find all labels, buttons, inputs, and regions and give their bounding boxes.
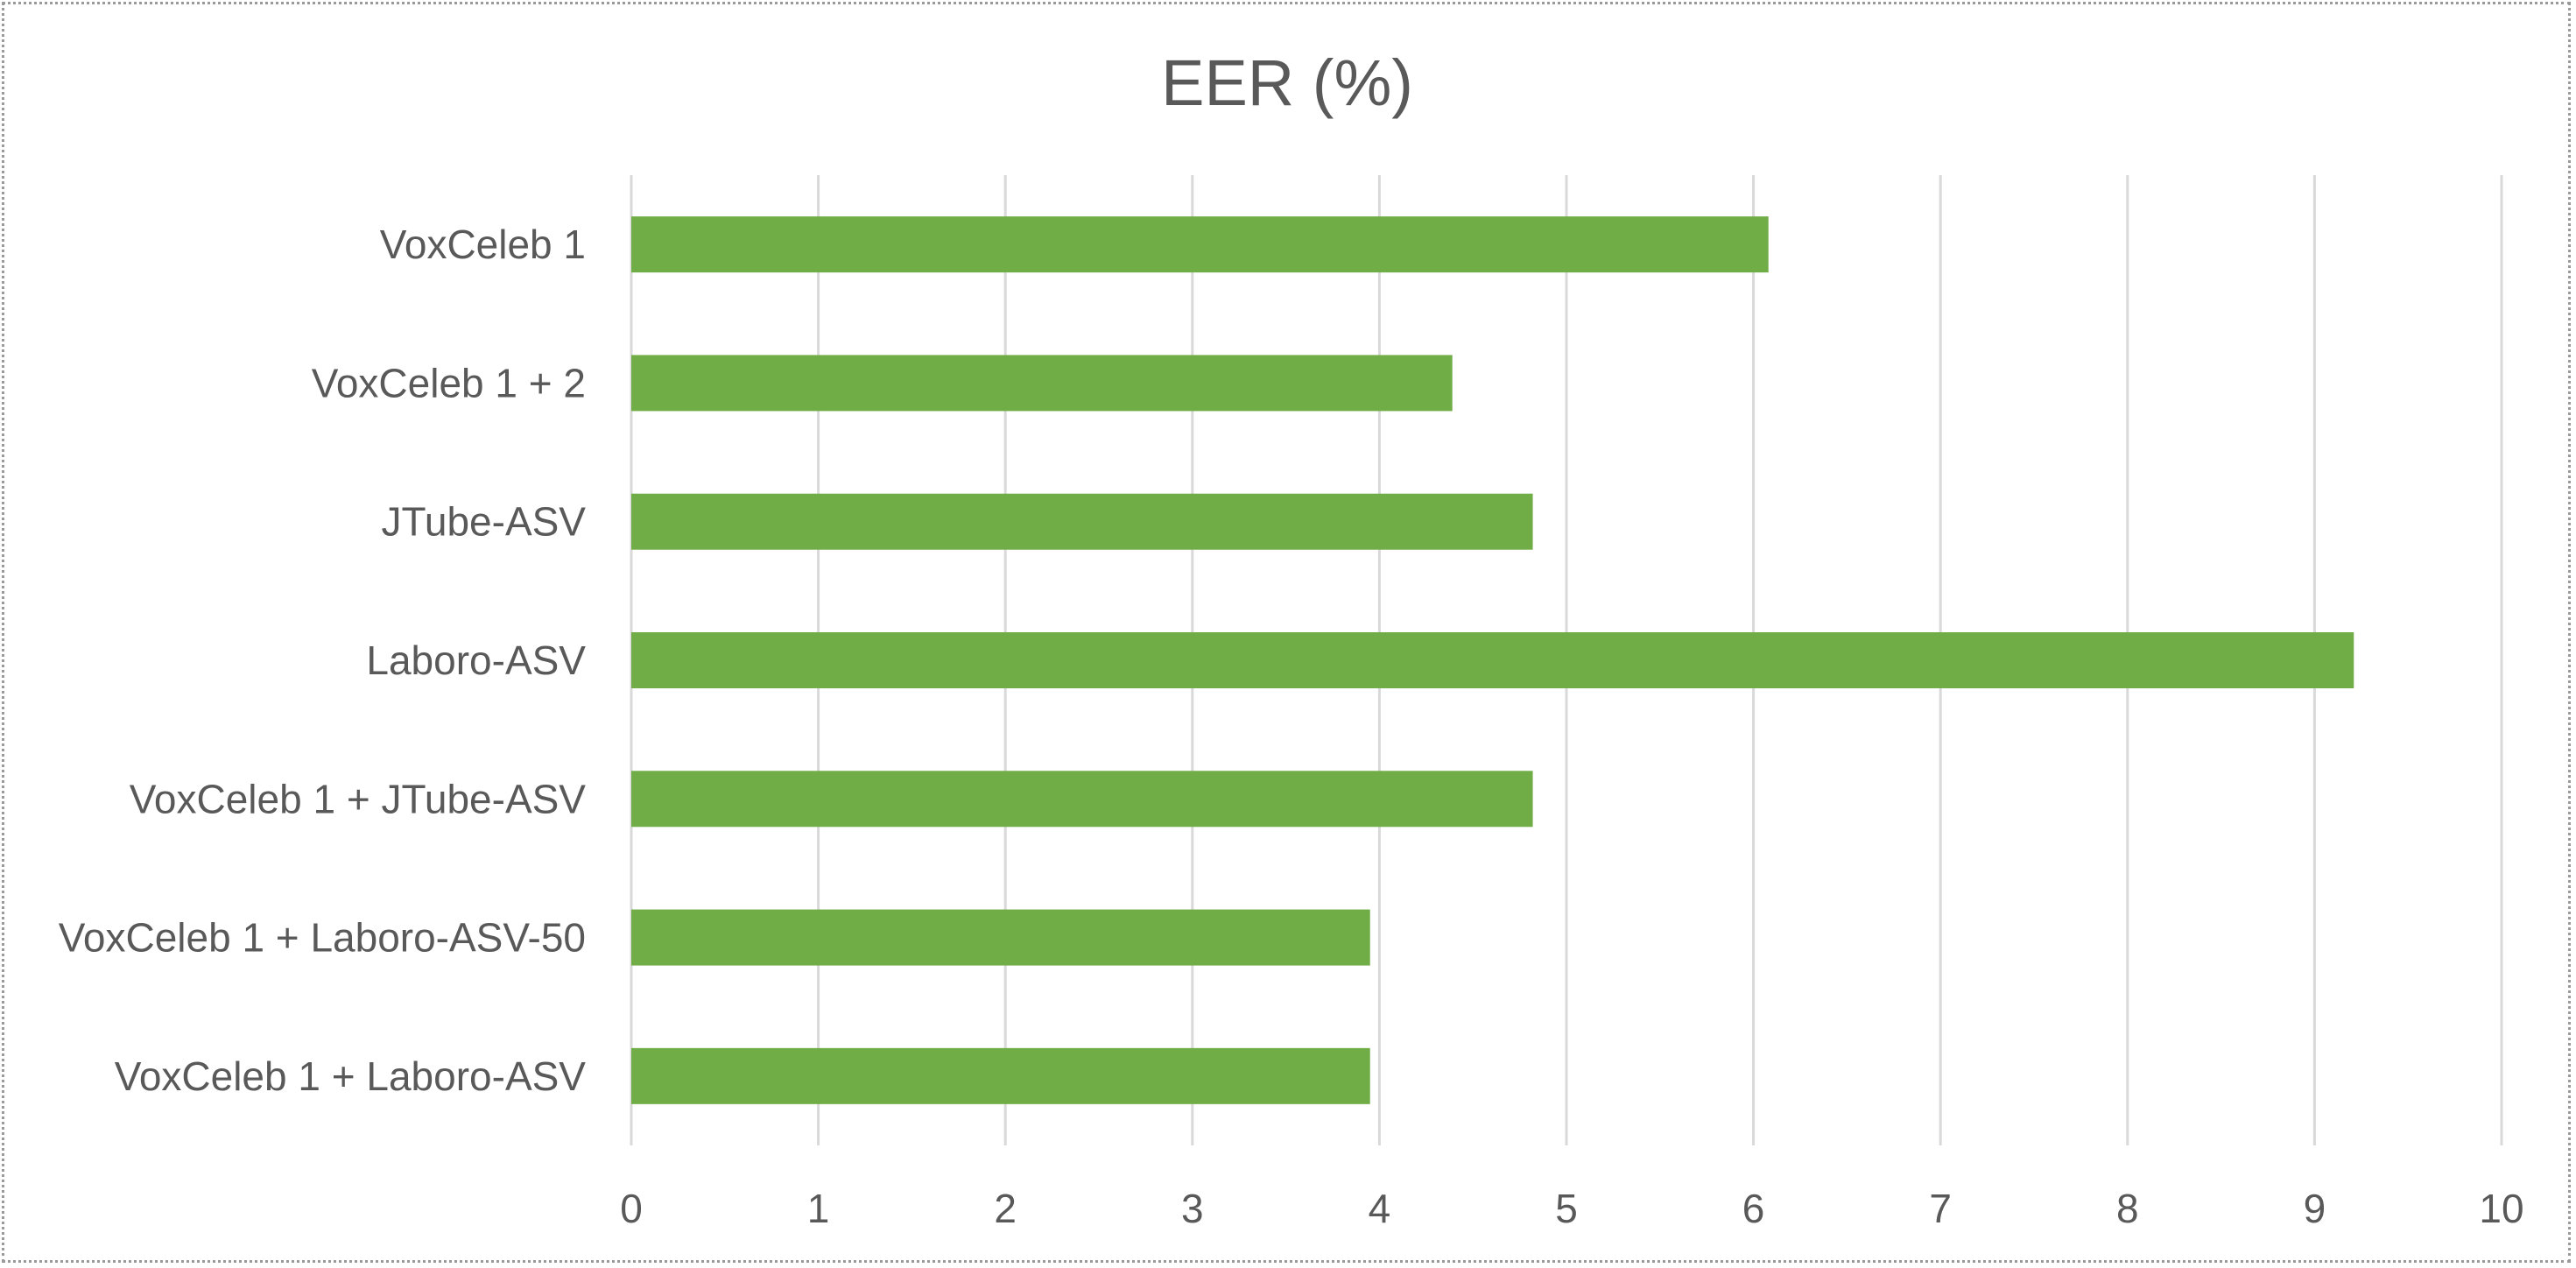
category-labels: VoxCeleb 1 VoxCeleb 1 + 2 JTube-ASV Laboro-…: [59, 222, 587, 1099]
bar: [631, 355, 1453, 412]
category-label: VoxCeleb 1: [380, 222, 586, 267]
category-label: VoxCeleb 1 + Laboro-ASV-50: [59, 915, 586, 961]
bar: [631, 493, 1533, 550]
x-tick-label: 4: [1369, 1186, 1391, 1231]
chart-title: EER (%): [1161, 46, 1413, 119]
x-tick-label: 3: [1181, 1186, 1204, 1231]
x-tick-label: 0: [620, 1186, 643, 1231]
x-tick-label: 5: [1555, 1186, 1578, 1231]
x-tick-label: 9: [2304, 1186, 2326, 1231]
x-tick-label: 7: [1929, 1186, 1952, 1231]
x-tick-label: 10: [2479, 1186, 2523, 1231]
category-label: JTube-ASV: [381, 499, 586, 545]
x-tick-label: 1: [807, 1186, 830, 1231]
bar: [631, 216, 1769, 273]
bars: [631, 216, 2354, 1104]
category-label: Laboro-ASV: [366, 638, 586, 683]
bar: [631, 771, 1533, 828]
category-label: VoxCeleb 1 + Laboro-ASV: [115, 1053, 587, 1099]
category-label: VoxCeleb 1 + JTube-ASV: [130, 776, 587, 821]
bar: [631, 909, 1370, 966]
category-label: VoxCeleb 1 + 2: [312, 360, 586, 405]
bar: [631, 1047, 1370, 1104]
x-tick-label: 6: [1742, 1186, 1765, 1231]
bar: [631, 632, 2354, 688]
x-axis-tick-labels: 0 1 2 3 4 5 6 7 8 9 10: [620, 1186, 2523, 1231]
x-tick-label: 2: [994, 1186, 1017, 1231]
x-tick-label: 8: [2116, 1186, 2139, 1231]
